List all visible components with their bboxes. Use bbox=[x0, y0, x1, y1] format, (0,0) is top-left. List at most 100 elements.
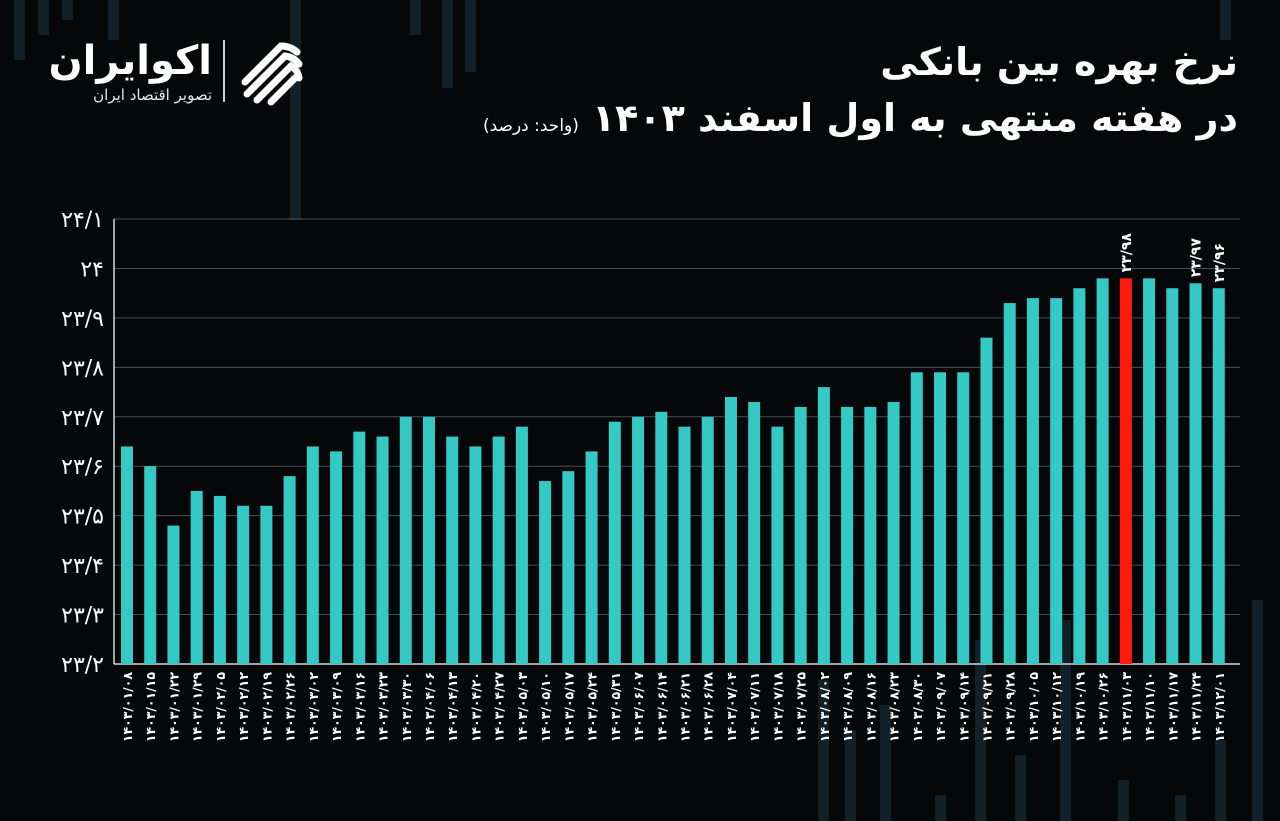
x-tick-label: ۱۴۰۳/۰۳/۰۲ bbox=[306, 672, 321, 743]
bar bbox=[213, 495, 226, 664]
chart-title: نرخ بهره بین بانکی bbox=[880, 40, 1238, 84]
bar bbox=[492, 436, 505, 664]
x-tick-label: ۱۴۰۳/۰۶/۰۷ bbox=[631, 672, 646, 743]
data-label: ۲۳/۹۸ bbox=[1119, 233, 1135, 273]
x-tick-label: ۱۴۰۳/۰۹/۱۴ bbox=[956, 672, 971, 743]
y-tick-label: ۲۴ bbox=[80, 257, 104, 282]
y-tick-label: ۲۳/۳ bbox=[61, 604, 104, 629]
decorative-candle bbox=[1215, 740, 1226, 821]
bar bbox=[121, 446, 133, 664]
y-tick-label: ۲۳/۸ bbox=[61, 356, 104, 381]
bar bbox=[794, 406, 807, 664]
bar bbox=[539, 481, 552, 664]
bar bbox=[632, 416, 645, 664]
x-tick-label: ۱۴۰۳/۰۵/۲۴ bbox=[585, 672, 600, 743]
decorative-candle bbox=[975, 640, 986, 821]
x-tick-label: ۱۴۰۳/۰۴/۱۳ bbox=[445, 672, 460, 743]
x-tick-label: ۱۴۰۳/۰۴/۲۰ bbox=[468, 672, 483, 742]
chart-subtitle: در هفته منتهی به اول اسفند ۱۴۰۳ (واحد: د… bbox=[483, 96, 1238, 140]
bar bbox=[724, 397, 737, 664]
bar bbox=[864, 406, 877, 664]
x-tick-label: ۱۴۰۳/۱۰/۱۹ bbox=[1072, 672, 1087, 743]
x-tick-label: ۱۴۰۳/۰۵/۱۰ bbox=[538, 672, 553, 742]
bar bbox=[980, 337, 993, 664]
highlight-bar bbox=[1119, 278, 1132, 664]
bar bbox=[190, 490, 203, 664]
decorative-candle bbox=[290, 0, 301, 220]
y-tick-label: ۲۳/۹ bbox=[61, 307, 104, 332]
decorative-candle bbox=[1220, 0, 1231, 40]
x-tick-label: ۱۴۰۳/۰۷/۰۴ bbox=[724, 672, 739, 743]
x-tick-label: ۱۴۰۳/۰۲/۱۲ bbox=[236, 672, 251, 743]
decorative-candle bbox=[108, 0, 119, 40]
x-tick-label: ۱۴۰۳/۰۴/۲۷ bbox=[492, 672, 507, 743]
x-tick-label: ۱۴۰۳/۰۳/۲۳ bbox=[376, 672, 391, 743]
bar bbox=[1050, 298, 1063, 664]
x-tick-label: ۱۴۰۳/۰۹/۰۷ bbox=[933, 672, 948, 743]
x-tick-label: ۱۴۰۳/۰۲/۰۵ bbox=[213, 672, 228, 743]
bar bbox=[817, 387, 830, 664]
decorative-candle bbox=[935, 795, 946, 821]
decorative-candle bbox=[410, 0, 421, 35]
bar bbox=[1166, 288, 1179, 664]
bar bbox=[330, 451, 343, 664]
brand-logo: اکوایران تصویر اقتصاد ایران bbox=[48, 30, 313, 110]
decorative-candle bbox=[38, 0, 49, 35]
bar bbox=[353, 431, 366, 664]
bar bbox=[1189, 283, 1202, 664]
y-tick-label: ۲۳/۴ bbox=[61, 554, 104, 579]
x-tick-label: ۱۴۰۳/۰۶/۲۱ bbox=[678, 672, 693, 742]
bar bbox=[237, 505, 250, 664]
x-tick-label: ۱۴۰۳/۱۰/۲۶ bbox=[1096, 672, 1111, 742]
x-tick-label: ۱۴۰۳/۰۳/۱۶ bbox=[352, 672, 367, 742]
x-tick-label: ۱۴۰۳/۰۶/۱۴ bbox=[654, 672, 669, 743]
y-tick-label: ۲۳/۵ bbox=[61, 505, 104, 530]
decorative-candle bbox=[880, 705, 891, 821]
decorative-candle bbox=[442, 0, 453, 88]
bar bbox=[1096, 278, 1109, 664]
bar bbox=[887, 401, 900, 664]
unit-label: (واحد: درصد) bbox=[482, 116, 579, 136]
bar bbox=[701, 416, 714, 664]
x-tick-label: ۱۴۰۳/۰۹/۲۱ bbox=[979, 672, 994, 742]
bar bbox=[144, 466, 157, 664]
x-tick-label: ۱۴۰۳/۱۱/۱۰ bbox=[1142, 672, 1157, 742]
x-tick-label: ۱۴۰۳/۰۸/۳۰ bbox=[910, 672, 925, 742]
x-tick-label: ۱۴۰۳/۰۵/۰۳ bbox=[515, 672, 530, 743]
x-tick-label: ۱۴۰۳/۰۷/۱۱ bbox=[747, 672, 762, 742]
bar bbox=[748, 401, 761, 664]
y-tick-label: ۲۳/۷ bbox=[61, 406, 104, 431]
decorative-candle bbox=[465, 0, 476, 72]
bar bbox=[1143, 278, 1156, 664]
bar bbox=[585, 451, 598, 664]
x-tick-label: ۱۴۰۳/۱۱/۱۷ bbox=[1165, 672, 1180, 743]
bar bbox=[678, 426, 691, 664]
chart-subtitle-text: در هفته منتهی به اول اسفند ۱۴۰۳ bbox=[591, 96, 1238, 140]
bar bbox=[655, 411, 668, 664]
bar bbox=[1026, 298, 1039, 664]
x-tick-label: ۱۴۰۳/۰۴/۰۶ bbox=[422, 672, 437, 742]
bar bbox=[934, 372, 947, 664]
x-tick-label: ۱۴۰۳/۰۱/۱۵ bbox=[143, 672, 158, 743]
x-tick-label: ۱۴۰۳/۱۱/۲۴ bbox=[1189, 672, 1204, 743]
bar bbox=[771, 426, 784, 664]
bar bbox=[376, 436, 389, 664]
x-tick-label: ۱۴۰۳/۰۸/۰۲ bbox=[817, 672, 832, 743]
x-tick-label: ۱۴۰۳/۰۳/۳۰ bbox=[399, 672, 414, 742]
bar bbox=[469, 446, 482, 664]
data-label: ۲۳/۹۶ bbox=[1212, 243, 1228, 282]
decorative-candle bbox=[1252, 600, 1263, 821]
bar bbox=[608, 421, 621, 664]
decorative-candle bbox=[62, 0, 73, 20]
x-tick-label: ۱۴۰۳/۰۷/۱۸ bbox=[770, 672, 785, 743]
y-tick-label: ۲۴/۱ bbox=[61, 208, 104, 233]
x-tick-label: ۱۴۰۳/۰۷/۲۵ bbox=[794, 672, 809, 743]
brand-mark-icon bbox=[241, 42, 303, 106]
decorative-candle bbox=[845, 730, 856, 821]
x-tick-label: ۱۴۰۳/۱۱/۰۳ bbox=[1119, 672, 1134, 743]
bar bbox=[1003, 303, 1016, 664]
brand-tagline: تصویر اقتصاد ایران bbox=[93, 86, 212, 104]
bar bbox=[1212, 288, 1225, 664]
data-label: ۲۳/۹۷ bbox=[1189, 238, 1205, 278]
x-tick-label: ۱۴۰۳/۰۸/۲۳ bbox=[887, 672, 902, 743]
